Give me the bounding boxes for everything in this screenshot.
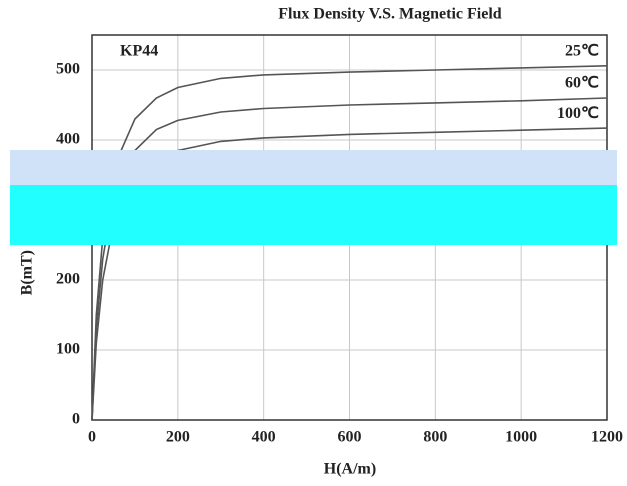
- x-tick-label: 1200: [591, 429, 623, 446]
- y-tick-label: 200: [56, 271, 80, 288]
- x-tick-label: 200: [166, 429, 190, 446]
- y-tick-label: 400: [56, 131, 80, 148]
- series-line: [91, 97, 608, 421]
- series-label: 100℃: [557, 105, 599, 122]
- y-tick-label: 100: [56, 341, 80, 358]
- x-tick-label: 0: [88, 429, 96, 446]
- series-label: 60℃: [565, 75, 599, 92]
- x-tick-label: 600: [338, 429, 362, 446]
- y-axis-label: B(mT): [19, 250, 36, 295]
- y-tick-label: 500: [56, 61, 80, 78]
- x-axis-label: H(A/m): [324, 461, 376, 478]
- x-tick-label: 800: [423, 429, 447, 446]
- y-tick-label: 0: [72, 411, 80, 428]
- x-tick-label: 400: [252, 429, 276, 446]
- series-label: 25℃: [565, 42, 599, 59]
- overlay-band: [10, 185, 617, 245]
- overlay-band: [10, 150, 617, 185]
- annotation: KP44: [120, 43, 158, 60]
- x-tick-label: 1000: [505, 429, 537, 446]
- chart-title: Flux Density V.S. Magnetic Field: [278, 6, 502, 23]
